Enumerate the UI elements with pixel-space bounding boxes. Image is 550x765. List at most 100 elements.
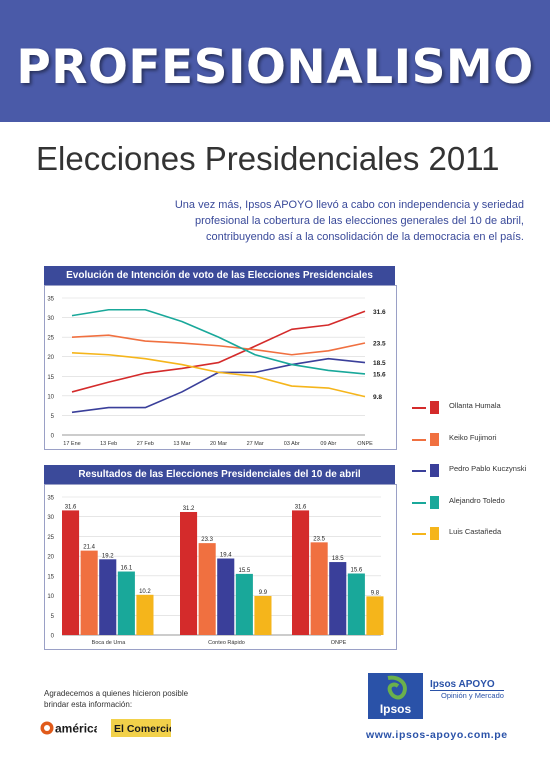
bar-value-label: 31.6 bbox=[65, 504, 77, 510]
x-tick-label: 13 Mar bbox=[173, 441, 190, 447]
legend-swatch bbox=[430, 401, 439, 414]
y-tick-label: 0 bbox=[51, 634, 55, 640]
y-tick-label: 20 bbox=[47, 555, 54, 561]
legend-swatch bbox=[430, 527, 439, 540]
x-tick-label: 17 Ene bbox=[63, 441, 80, 447]
bar-5 bbox=[366, 596, 384, 635]
end-value-label: 9.8 bbox=[373, 394, 382, 401]
y-tick-label: 10 bbox=[47, 594, 54, 600]
intro-paragraph: Una vez más, Ipsos APOYO llevó a cabo co… bbox=[174, 199, 524, 243]
x-tick-label: 27 Mar bbox=[247, 441, 264, 447]
bar-5 bbox=[254, 595, 272, 635]
category-label: ONPE bbox=[331, 640, 347, 646]
y-tick-label: 25 bbox=[47, 336, 54, 342]
line-chart-title: Evolución de Intención de voto de las El… bbox=[44, 266, 395, 285]
category-label: Conteo Rápido bbox=[208, 640, 245, 646]
america-logo: américa bbox=[40, 720, 101, 736]
chart-legend: Ollanta Humala Keiko Fujimori Pedro Pablo … bbox=[410, 396, 545, 554]
bar-3 bbox=[329, 562, 347, 635]
y-tick-label: 10 bbox=[47, 394, 54, 400]
series-line-5 bbox=[71, 352, 366, 398]
bar-value-label: 21.4 bbox=[83, 545, 95, 551]
x-tick-label: 13 Feb bbox=[100, 441, 117, 447]
legend-label: Alejandro Toledo bbox=[449, 495, 505, 505]
bar-value-label: 23.5 bbox=[313, 536, 325, 542]
bar-value-label: 9.9 bbox=[259, 590, 268, 596]
y-tick-label: 20 bbox=[47, 355, 54, 361]
bar-4 bbox=[347, 573, 365, 635]
bar-value-label: 15.6 bbox=[351, 567, 363, 573]
thanks-text: Agradecemos a quienes hicieron posible b… bbox=[44, 689, 189, 709]
y-tick-label: 5 bbox=[51, 414, 55, 420]
bar-chart: 0 5 10 15 20 25 30 35 31.6 21.4 19.2 16.1 10.2 Boca d… bbox=[47, 496, 384, 646]
x-tick-label: 09 Abr bbox=[320, 441, 336, 447]
end-value-label: 31.6 bbox=[373, 309, 386, 316]
bar-chart-panel: 0 5 10 15 20 25 30 35 31.6 21.4 19.2 16.1 10.2 Boca d… bbox=[44, 484, 397, 650]
legend-item: Pedro Pablo Kuczynski bbox=[410, 459, 545, 483]
series-line-4 bbox=[71, 308, 366, 375]
legend-swatch bbox=[430, 464, 439, 477]
bar-2 bbox=[80, 550, 98, 635]
bar-5 bbox=[136, 594, 154, 635]
line-chart-panel: 0 5 10 15 20 25 30 35 17 Ene 13 Feb 27 Feb 13 Mar 20… bbox=[44, 285, 397, 450]
y-tick-label: 25 bbox=[47, 535, 54, 541]
banner: PROFESIONALISMO bbox=[0, 0, 550, 122]
bar-4 bbox=[117, 571, 135, 635]
bar-2 bbox=[198, 543, 216, 635]
end-value-label: 18.5 bbox=[373, 360, 386, 367]
series-line-3 bbox=[71, 357, 366, 414]
bar-1 bbox=[292, 510, 310, 635]
bar-3 bbox=[99, 559, 117, 635]
x-tick-label: 27 Feb bbox=[137, 441, 154, 447]
y-tick-label: 35 bbox=[47, 496, 54, 502]
end-value-label: 15.6 bbox=[373, 371, 386, 378]
legend-line bbox=[412, 501, 426, 504]
x-tick-label: 20 Mar bbox=[210, 441, 227, 447]
legend-item: Alejandro Toledo bbox=[410, 491, 545, 515]
legend-label: Keiko Fujimori bbox=[449, 432, 497, 442]
banner-title: PROFESIONALISMO bbox=[16, 40, 534, 95]
series-line-1 bbox=[71, 310, 366, 393]
y-tick-label: 5 bbox=[51, 614, 55, 620]
legend-swatch bbox=[430, 495, 439, 509]
bar-value-label: 18.5 bbox=[332, 556, 344, 562]
el-comercio-logo-text: El Comercio bbox=[114, 723, 171, 735]
bar-4 bbox=[235, 573, 253, 635]
series-line-2 bbox=[71, 334, 366, 356]
legend-item: Luis Castañeda bbox=[410, 522, 545, 546]
y-tick-label: 15 bbox=[47, 574, 54, 580]
bar-2 bbox=[310, 542, 328, 635]
website-url[interactable]: www.ipsos-apoyo.com.pe bbox=[366, 729, 508, 741]
bar-1 bbox=[62, 510, 80, 635]
brand-subtitle: Opinión y Mercado bbox=[441, 691, 504, 700]
legend-item: Keiko Fujimori bbox=[410, 428, 545, 452]
bar-value-label: 23.3 bbox=[201, 537, 213, 543]
legend-swatch bbox=[430, 432, 439, 446]
x-tick-label: 03 Abr bbox=[284, 441, 300, 447]
bar-value-label: 10.2 bbox=[139, 589, 151, 595]
legend-line bbox=[412, 533, 426, 535]
y-tick-label: 15 bbox=[47, 375, 54, 381]
bar-3 bbox=[217, 558, 235, 635]
legend-line bbox=[412, 470, 426, 472]
legend-line bbox=[412, 407, 426, 409]
legend-item: Ollanta Humala bbox=[410, 396, 545, 420]
bar-value-label: 31.2 bbox=[183, 506, 195, 512]
page-title: Elecciones Presidenciales 2011 bbox=[36, 140, 500, 177]
y-tick-label: 0 bbox=[51, 434, 55, 440]
bar-value-label: 15.5 bbox=[239, 568, 251, 574]
category-label: Boca de Urna bbox=[92, 640, 127, 646]
bar-value-label: 19.2 bbox=[102, 553, 114, 559]
y-tick-label: 30 bbox=[47, 316, 54, 322]
ipsos-box-text: Ipsos bbox=[380, 702, 412, 716]
x-tick-label: ONPE bbox=[357, 441, 373, 447]
bar-value-label: 16.1 bbox=[121, 566, 133, 572]
america-logo-text: américa bbox=[55, 722, 97, 736]
ipsos-logo: Ipsos bbox=[368, 673, 423, 719]
legend-line bbox=[412, 438, 426, 441]
bar-value-label: 31.6 bbox=[295, 504, 307, 510]
ipsos-apoyo-brand: Ipsos APOYO bbox=[430, 679, 495, 690]
bar-value-label: 9.8 bbox=[371, 590, 380, 596]
legend-label: Ollanta Humala bbox=[449, 401, 501, 410]
bar-chart-title: Resultados de las Elecciones Presidencia… bbox=[44, 465, 395, 484]
